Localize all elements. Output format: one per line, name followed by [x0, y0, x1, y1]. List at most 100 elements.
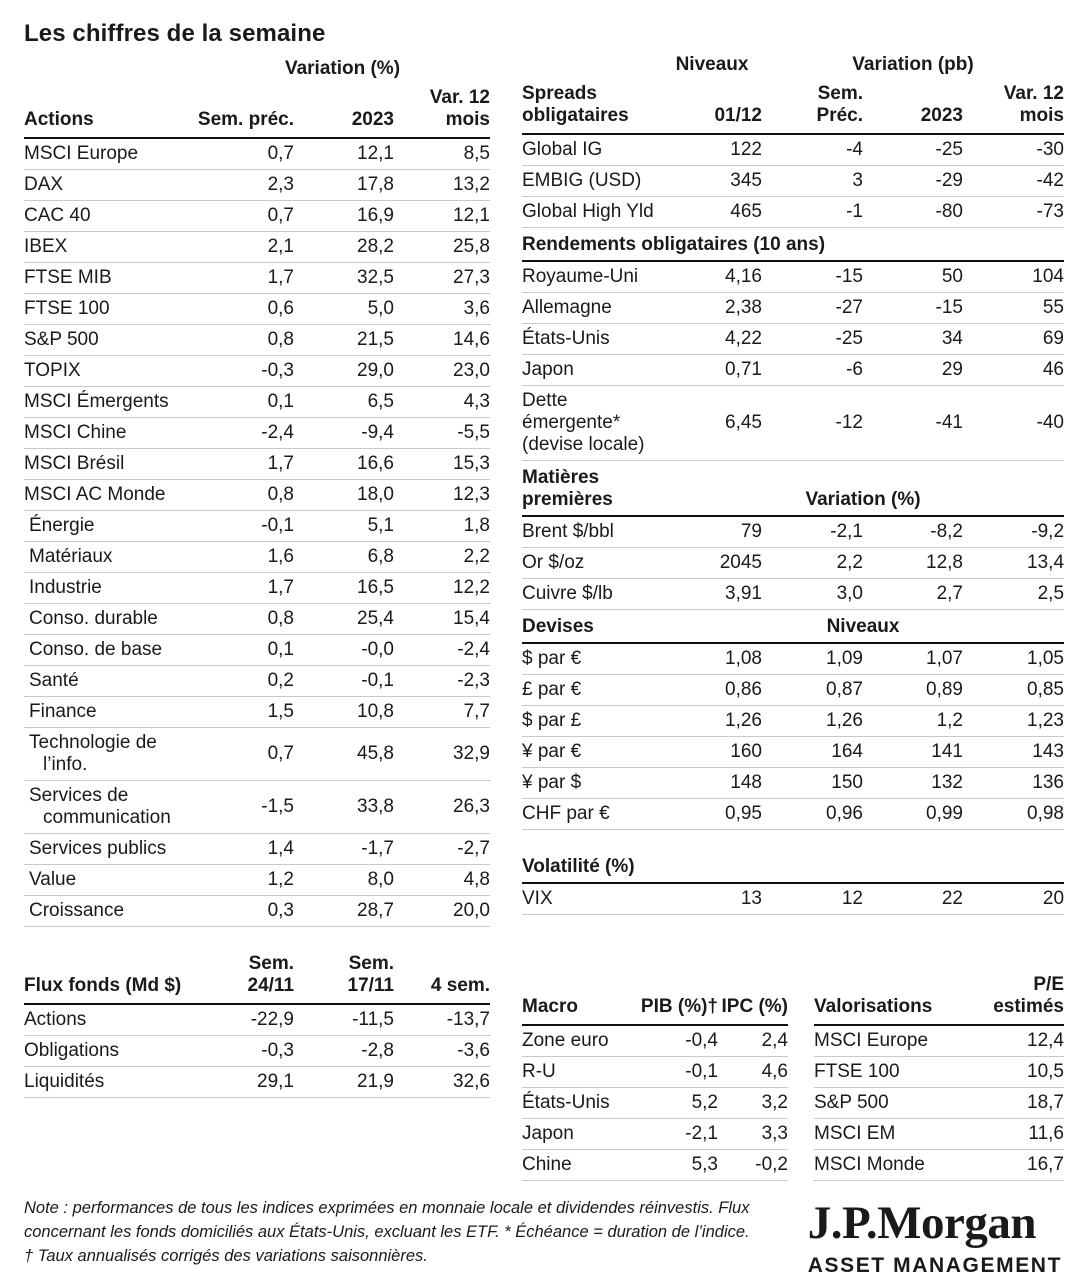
row-label: Finance — [24, 696, 195, 728]
row-value: 21,9 — [294, 1066, 394, 1098]
row-value: -0,1 — [630, 1056, 718, 1088]
row-value: 345 — [662, 165, 762, 197]
row-value: 0,89 — [863, 674, 963, 706]
table-row: FTSE 100 10,5 — [814, 1056, 1064, 1088]
row-value: -8,2 — [863, 516, 963, 548]
footnote-dagger-text: † Taux annualisés corrigés des variation… — [24, 1246, 428, 1265]
niveaux-group-header: Niveaux — [675, 54, 749, 75]
row-value: 4,16 — [662, 261, 762, 293]
row-label: Matériaux — [24, 541, 195, 573]
spacer-cell — [24, 56, 195, 83]
row-value: 2,2 — [394, 541, 490, 573]
row-label: IBEX — [24, 231, 195, 263]
row-value: 32,6 — [394, 1066, 490, 1098]
row-label: Chine — [522, 1149, 630, 1181]
row-value: 18,7 — [964, 1087, 1064, 1119]
row-label: Conso. durable — [24, 603, 195, 635]
row-value: 1,4 — [195, 833, 294, 865]
row-value: -9,4 — [294, 417, 394, 449]
row-value: 122 — [662, 134, 762, 166]
row-label: MSCI Europe — [24, 138, 195, 170]
column-header-macro: Macro — [522, 959, 630, 1026]
table-row: Cuivre $/lb 3,91 3,0 2,7 2,5 — [522, 578, 1065, 610]
row-value: -29 — [863, 165, 963, 197]
column-header-2023: 2023 — [294, 83, 394, 139]
row-value: 28,7 — [294, 895, 394, 927]
bond-spreads-table-body: Global IG 122 -4 -25 -30 EMBIG (USD) 345 3 -29 -4… — [522, 134, 1064, 228]
column-header-pe-estimes: P/E estimés — [964, 959, 1064, 1026]
row-value: 0,8 — [195, 603, 294, 635]
row-label: Actions — [24, 1004, 195, 1036]
table-row: Services de communication -1,5 33,8 26,3 — [24, 780, 490, 834]
page-title: Les chiffres de la semaine — [24, 20, 326, 47]
row-value: 4,6 — [718, 1056, 788, 1088]
row-label: DAX — [24, 169, 195, 201]
table-row: Global IG 122 -4 -25 -30 — [522, 134, 1064, 166]
row-label: Liquidités — [24, 1066, 195, 1098]
macro-header-row: Macro PIB (%)† IPC (%) — [522, 959, 788, 1026]
row-value: 22 — [863, 883, 963, 915]
table-row: Japon 0,71 -6 29 46 — [522, 354, 1064, 386]
table-row: MSCI Europe 0,7 12,1 8,5 — [24, 138, 490, 170]
row-value: 13,4 — [963, 547, 1065, 579]
row-value: 4,22 — [662, 323, 762, 355]
row-value: 3 — [762, 165, 863, 197]
row-value: 0,96 — [762, 798, 863, 830]
table-row: MSCI Monde 16,7 — [814, 1149, 1064, 1181]
macro-table-body: Zone euro -0,4 2,4 R-U -0,1 4,6 États-Unis 5,2 3… — [522, 1025, 788, 1181]
row-value: 0,98 — [963, 798, 1064, 830]
row-value: -1,7 — [294, 833, 394, 865]
row-value: 1,05 — [963, 643, 1064, 675]
row-label: Conso. de base — [24, 634, 195, 666]
table-row: Japon -2,1 3,3 — [522, 1118, 788, 1150]
table-row: Technologie de l’info. 0,7 45,8 32,9 — [24, 727, 490, 781]
column-header-var-12-mois: Var. 12 mois — [963, 79, 1064, 135]
column-header-valorisations: Valorisations — [814, 959, 964, 1026]
row-value: -1,5 — [195, 780, 294, 834]
bond-yields-header-row: Rendements obligataires (10 ans) — [522, 228, 1064, 262]
column-header-sem-prec: Sem. préc. — [195, 83, 294, 139]
row-value: 2045 — [662, 547, 762, 579]
jpmorgan-logo: J.P.Morgan ASSET MANAGEMENT — [808, 1197, 1064, 1278]
row-value: 1,6 — [195, 541, 294, 573]
row-value: 136 — [963, 767, 1064, 799]
row-value: 16,9 — [294, 200, 394, 232]
row-label: Global IG — [522, 134, 662, 166]
table-row: États-Unis 5,2 3,2 — [522, 1087, 788, 1119]
macro-table: Macro PIB (%)† IPC (%) Zone euro -0,4 2,4 R… — [522, 959, 788, 1181]
row-value: 32,9 — [394, 727, 490, 781]
row-value: 6,45 — [662, 385, 762, 461]
row-value: 0,86 — [662, 674, 762, 706]
row-label: MSCI Europe — [814, 1025, 964, 1057]
row-value: 29 — [863, 354, 963, 386]
column-header-01-12: 01/12 — [662, 79, 762, 135]
actions-header-row: Actions Sem. préc. 2023 Var. 12 mois — [24, 83, 490, 139]
section-header-matieres: Matières premières — [522, 461, 662, 517]
row-label: MSCI Chine — [24, 417, 195, 449]
table-row: MSCI Émergents 0,1 6,5 4,3 — [24, 386, 490, 418]
row-value: 3,0 — [762, 578, 863, 610]
row-value: -22,9 — [195, 1004, 294, 1036]
row-value: 2,1 — [195, 231, 294, 263]
table-row: Dette émergente* (devise locale) 6,45 -12-… — [522, 385, 1064, 461]
row-value: -40 — [963, 385, 1064, 461]
row-label: VIX — [522, 883, 662, 915]
row-value: 2,38 — [662, 292, 762, 324]
table-row: MSCI Brésil 1,7 16,6 15,3 — [24, 448, 490, 480]
table-row: ¥ par €160 164 141 143 — [522, 736, 1064, 768]
row-value: -27 — [762, 292, 863, 324]
row-value: -0,0 — [294, 634, 394, 666]
row-value: 1,09 — [762, 643, 863, 675]
row-label: Cuivre $/lb — [522, 578, 662, 610]
row-value: 104 — [963, 261, 1064, 293]
row-label: MSCI AC Monde — [24, 479, 195, 511]
row-label: S&P 500 — [814, 1087, 964, 1119]
row-value: 1,7 — [195, 448, 294, 480]
row-value: -25 — [863, 134, 963, 166]
table-row: £ par €0,86 0,87 0,89 0,85 — [522, 674, 1064, 706]
table-row: Actions -22,9 -11,5 -13,7 — [24, 1004, 490, 1036]
row-label: CAC 40 — [24, 200, 195, 232]
column-header-sem-17-11: Sem. 17/11 — [294, 949, 394, 1005]
row-value: -13,7 — [394, 1004, 490, 1036]
section-header-devises: Devises — [522, 610, 662, 644]
